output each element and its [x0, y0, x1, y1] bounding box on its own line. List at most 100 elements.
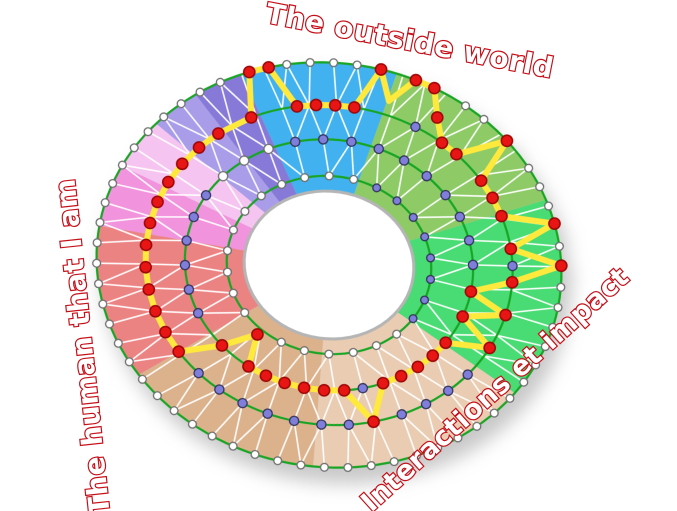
mesh-line	[425, 139, 440, 177]
mesh-line	[490, 167, 530, 198]
path-node-red	[409, 73, 423, 87]
mesh-line	[241, 380, 281, 404]
mesh-line	[451, 333, 498, 337]
ring-node-purple	[420, 295, 430, 305]
ring-node-white	[117, 160, 127, 170]
ring-node-white	[176, 99, 186, 109]
mesh-line	[185, 239, 229, 252]
mesh-line	[444, 194, 493, 198]
mesh-line	[147, 130, 192, 157]
ring-node-white	[108, 178, 118, 189]
path-node-red	[376, 376, 390, 390]
ring-node-white	[273, 456, 283, 466]
ring-node-white	[113, 338, 123, 348]
ring-node-white	[222, 267, 233, 277]
path-node-red	[297, 381, 311, 395]
ring-node-white	[479, 114, 489, 124]
mesh-line	[483, 355, 537, 366]
mesh-line	[263, 67, 283, 110]
path-node-red	[151, 195, 164, 209]
ring-node-white	[95, 217, 105, 228]
mesh-line	[505, 306, 559, 314]
mesh-line	[99, 216, 153, 224]
mesh-line	[188, 288, 235, 294]
mesh-line	[429, 264, 474, 281]
mesh-line	[305, 387, 323, 426]
ring-node-white	[329, 58, 339, 68]
ring-node-purple	[193, 367, 204, 379]
ring-node-white	[433, 443, 443, 453]
nodes-layer	[92, 57, 568, 473]
ring-node-white	[348, 347, 358, 357]
mesh-line	[211, 311, 246, 336]
mesh-line	[128, 332, 168, 363]
mesh-line	[141, 353, 182, 381]
ring-node-white	[263, 143, 274, 155]
ring-node-white	[276, 337, 286, 347]
ring-node-white	[535, 182, 545, 192]
sector-pink-deep	[99, 166, 254, 251]
ring-node-white	[461, 101, 471, 111]
mesh-line	[254, 412, 269, 456]
ring-node-purple	[262, 408, 273, 419]
mesh-line	[147, 264, 186, 289]
ring-node-white	[543, 201, 554, 211]
ring-node-white	[472, 421, 482, 431]
mesh-line	[192, 216, 235, 231]
ring-node-white	[100, 198, 110, 208]
ring-node-purple	[357, 382, 369, 394]
ring-node-white	[553, 302, 563, 313]
mesh-line	[188, 271, 229, 291]
mesh-line	[199, 91, 233, 127]
mesh-line	[253, 341, 283, 371]
path-node-red	[427, 81, 441, 95]
ring-node-purple	[181, 235, 192, 246]
ring-node-white	[324, 171, 334, 181]
mesh-line	[333, 389, 350, 426]
ring-node-purple	[425, 274, 436, 284]
mesh-line	[388, 380, 403, 416]
mesh-line	[267, 148, 306, 179]
mesh-line	[145, 239, 188, 242]
path-node-red	[504, 242, 518, 256]
path-node-red	[278, 376, 291, 390]
mesh-line	[350, 140, 355, 181]
ring-node-purple	[454, 211, 466, 223]
path-node-red	[348, 101, 361, 114]
mesh-line	[308, 61, 311, 107]
mesh-line	[211, 402, 244, 437]
mesh-line	[173, 388, 221, 412]
mesh-line	[437, 118, 485, 142]
ring-node-purple	[462, 369, 473, 380]
ring-node-white	[228, 225, 238, 235]
mesh-line	[395, 333, 436, 355]
mesh-line	[294, 104, 310, 143]
ring-node-white	[300, 173, 310, 183]
mesh-line	[99, 221, 148, 241]
ring-node-white	[489, 408, 499, 418]
ring-node-purple	[467, 259, 479, 271]
ring-node-white	[554, 241, 564, 251]
ring-node-white	[92, 258, 102, 268]
mesh-line	[468, 217, 504, 242]
ring-node-white	[540, 341, 550, 352]
mesh-line	[294, 140, 306, 179]
ring-node-white	[228, 288, 238, 298]
mesh-line	[154, 288, 190, 313]
ring-node-purple	[188, 211, 199, 223]
path-node-red	[317, 383, 331, 397]
mesh-line	[335, 104, 353, 143]
ring-node-white	[548, 322, 558, 332]
mesh-line	[459, 195, 493, 218]
center-hole	[242, 189, 416, 341]
mesh-line	[510, 289, 559, 309]
mesh-line	[347, 423, 350, 469]
mesh-line	[352, 148, 380, 181]
mesh-line	[243, 159, 283, 186]
path-node-red	[309, 98, 323, 112]
mesh-line	[189, 154, 224, 178]
mesh-line	[308, 104, 325, 141]
mesh-line	[375, 159, 405, 189]
mesh-line	[162, 116, 211, 141]
mesh-line	[95, 262, 147, 265]
